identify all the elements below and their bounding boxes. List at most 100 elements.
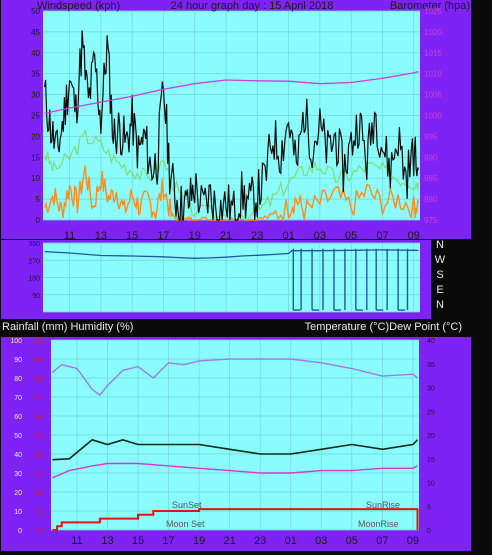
rain-y-tick: 20.0: [34, 453, 46, 459]
temperature-y-tick: 35: [427, 362, 435, 369]
humidity-x-tick: 05: [346, 535, 358, 547]
humidity-x-tick: 21: [224, 535, 236, 547]
sunrise-label: SunRise: [366, 500, 400, 510]
humidity-x-tick: 07: [376, 535, 388, 547]
humidity-x-tick: 19: [193, 535, 205, 547]
humidity-x-tick: 17: [162, 535, 174, 547]
rain-y-tick: 35.0: [34, 396, 46, 402]
wind-y-tick: 50: [31, 7, 40, 16]
direction-grid: [43, 242, 420, 313]
direction-line: [44, 249, 419, 259]
humidity-line: [52, 358, 418, 397]
baro-y-tick: 980: [424, 195, 438, 204]
gust-line: [44, 30, 419, 221]
rain-y-ticks: 0.0 5.0 10.0 15.0 20.0 25.0 30.0 35.0 40.0 45.0 50…: [34, 339, 46, 535]
wind-x-tick: 15: [126, 230, 138, 242]
temperature-y-ticks: 0 5 10 15 20 25 30 35 40: [427, 338, 435, 535]
humidity-ylabel: Rainfall (mm) Humidity (%): [2, 321, 133, 333]
wind-y-tick: 20: [31, 132, 40, 141]
wind-y-tick: 25: [31, 112, 40, 121]
baro-y-tick: 1020: [424, 28, 442, 37]
wind-y-tick: 45: [31, 28, 40, 37]
humidity-x-tick: 03: [315, 535, 327, 547]
direction-y-tick: 180: [28, 276, 40, 283]
temperature-line: [52, 438, 419, 461]
humidity-y-tick: 0: [18, 528, 22, 535]
wind-x-tick: 03: [314, 230, 326, 242]
avg-line: [44, 128, 419, 222]
wind-x-ticks: 11 13 15 17 19 21 23 01 03 05 07 09: [64, 230, 420, 242]
rain-y-tick: 50.0: [34, 339, 46, 345]
humidity-y-tick: 60: [14, 414, 22, 421]
wind-y-tick: 30: [31, 91, 40, 100]
humidity-y-tick: 40: [14, 452, 22, 459]
temperature-ylabel: Temperature (°C)Dew Point (°C): [305, 321, 462, 333]
humidity-x-tick: 11: [71, 535, 82, 547]
direction-y-tick: 270: [28, 258, 40, 265]
humidity-y-tick: 10: [14, 509, 22, 516]
compass-label: E: [436, 284, 443, 296]
direction-y-tick: 90: [32, 293, 40, 300]
humidity-y-tick: 50: [14, 433, 22, 440]
rain-y-tick: 30.0: [34, 415, 46, 421]
compass-label: N: [436, 299, 444, 311]
wind-title: 24 hour graph day : 15 April 2018: [171, 0, 334, 12]
wind-series: [43, 30, 420, 223]
compass-label: S: [436, 269, 443, 281]
baro-y-tick: 990: [424, 153, 438, 162]
baro-y-tick: 1025: [424, 7, 442, 16]
humidity-y-tick: 20: [14, 490, 22, 497]
moonset-label: Moon Set: [166, 519, 205, 529]
baro-y-tick: 1000: [424, 112, 442, 121]
baro-y-tick: 1005: [424, 91, 442, 100]
wind-y-tick: 35: [31, 70, 40, 79]
dewpoint-line: [52, 462, 418, 479]
humidity-y-tick: 80: [14, 376, 22, 383]
humidity-x-tick: 13: [101, 535, 113, 547]
humidity-x-tick: 09: [407, 535, 419, 547]
temperature-y-tick: 25: [427, 409, 435, 416]
baro-y-ticks: 975 980 985 990 995 1000 1005 1010 1015 1020 1025: [424, 7, 442, 225]
wind-x-tick: 13: [95, 230, 107, 242]
temperature-y-tick: 5: [427, 504, 431, 511]
temperature-y-tick: 40: [427, 338, 435, 345]
direction-y-ticks: 360 270 180 90: [28, 241, 40, 300]
rain-line: [52, 508, 419, 531]
wind-y-tick: 0: [36, 216, 41, 225]
baro-y-tick: 1015: [424, 49, 442, 58]
temperature-y-tick: 15: [427, 457, 435, 464]
rain-y-tick: 40.0: [34, 377, 46, 383]
direction-series: [44, 248, 419, 311]
wind-x-tick: 05: [345, 230, 357, 242]
wind-y-tick: 40: [31, 49, 40, 58]
temperature-y-tick: 10: [427, 481, 435, 488]
direction-y-tick: 360: [28, 241, 40, 248]
rain-y-tick: 25.0: [34, 434, 46, 440]
sunset-label: SunSet: [172, 500, 202, 510]
wind-y-tick: 10: [31, 174, 40, 183]
humidity-y-tick: 70: [14, 395, 22, 402]
wind-y-tick: 15: [31, 153, 40, 162]
rain-y-tick: 45.0: [34, 358, 46, 364]
wind-x-tick: 11: [64, 230, 75, 242]
wind-x-tick: 07: [376, 230, 388, 242]
rain-y-tick: 5.0: [38, 510, 47, 516]
humidity-y-tick: 90: [14, 357, 22, 364]
wind-x-tick: 21: [220, 230, 232, 242]
humidity-y-tick: 100: [10, 338, 22, 345]
temperature-y-tick: 30: [427, 386, 435, 393]
baro-y-tick: 995: [424, 132, 438, 141]
moonrise-label: MoonRise: [358, 519, 399, 529]
wind-y-ticks: 0 5 10 15 20 25 30 35 40 45 50: [31, 7, 40, 225]
humidity-x-tick: 15: [132, 535, 144, 547]
baro-y-tick: 975: [424, 216, 438, 225]
baro-y-tick: 1010: [424, 70, 442, 79]
wind-x-tick: 23: [251, 230, 263, 242]
wind-ylabel: Windspeed (kph): [37, 0, 120, 12]
humidity-x-tick: 01: [285, 535, 297, 547]
humidity-x-ticks: 11 13 15 17 19 21 23 01 03 05 07 09: [71, 535, 419, 547]
wind-x-tick: 19: [189, 230, 201, 242]
baro-ylabel: Barometer (hpa): [390, 0, 470, 12]
humidity-series: [52, 358, 419, 531]
